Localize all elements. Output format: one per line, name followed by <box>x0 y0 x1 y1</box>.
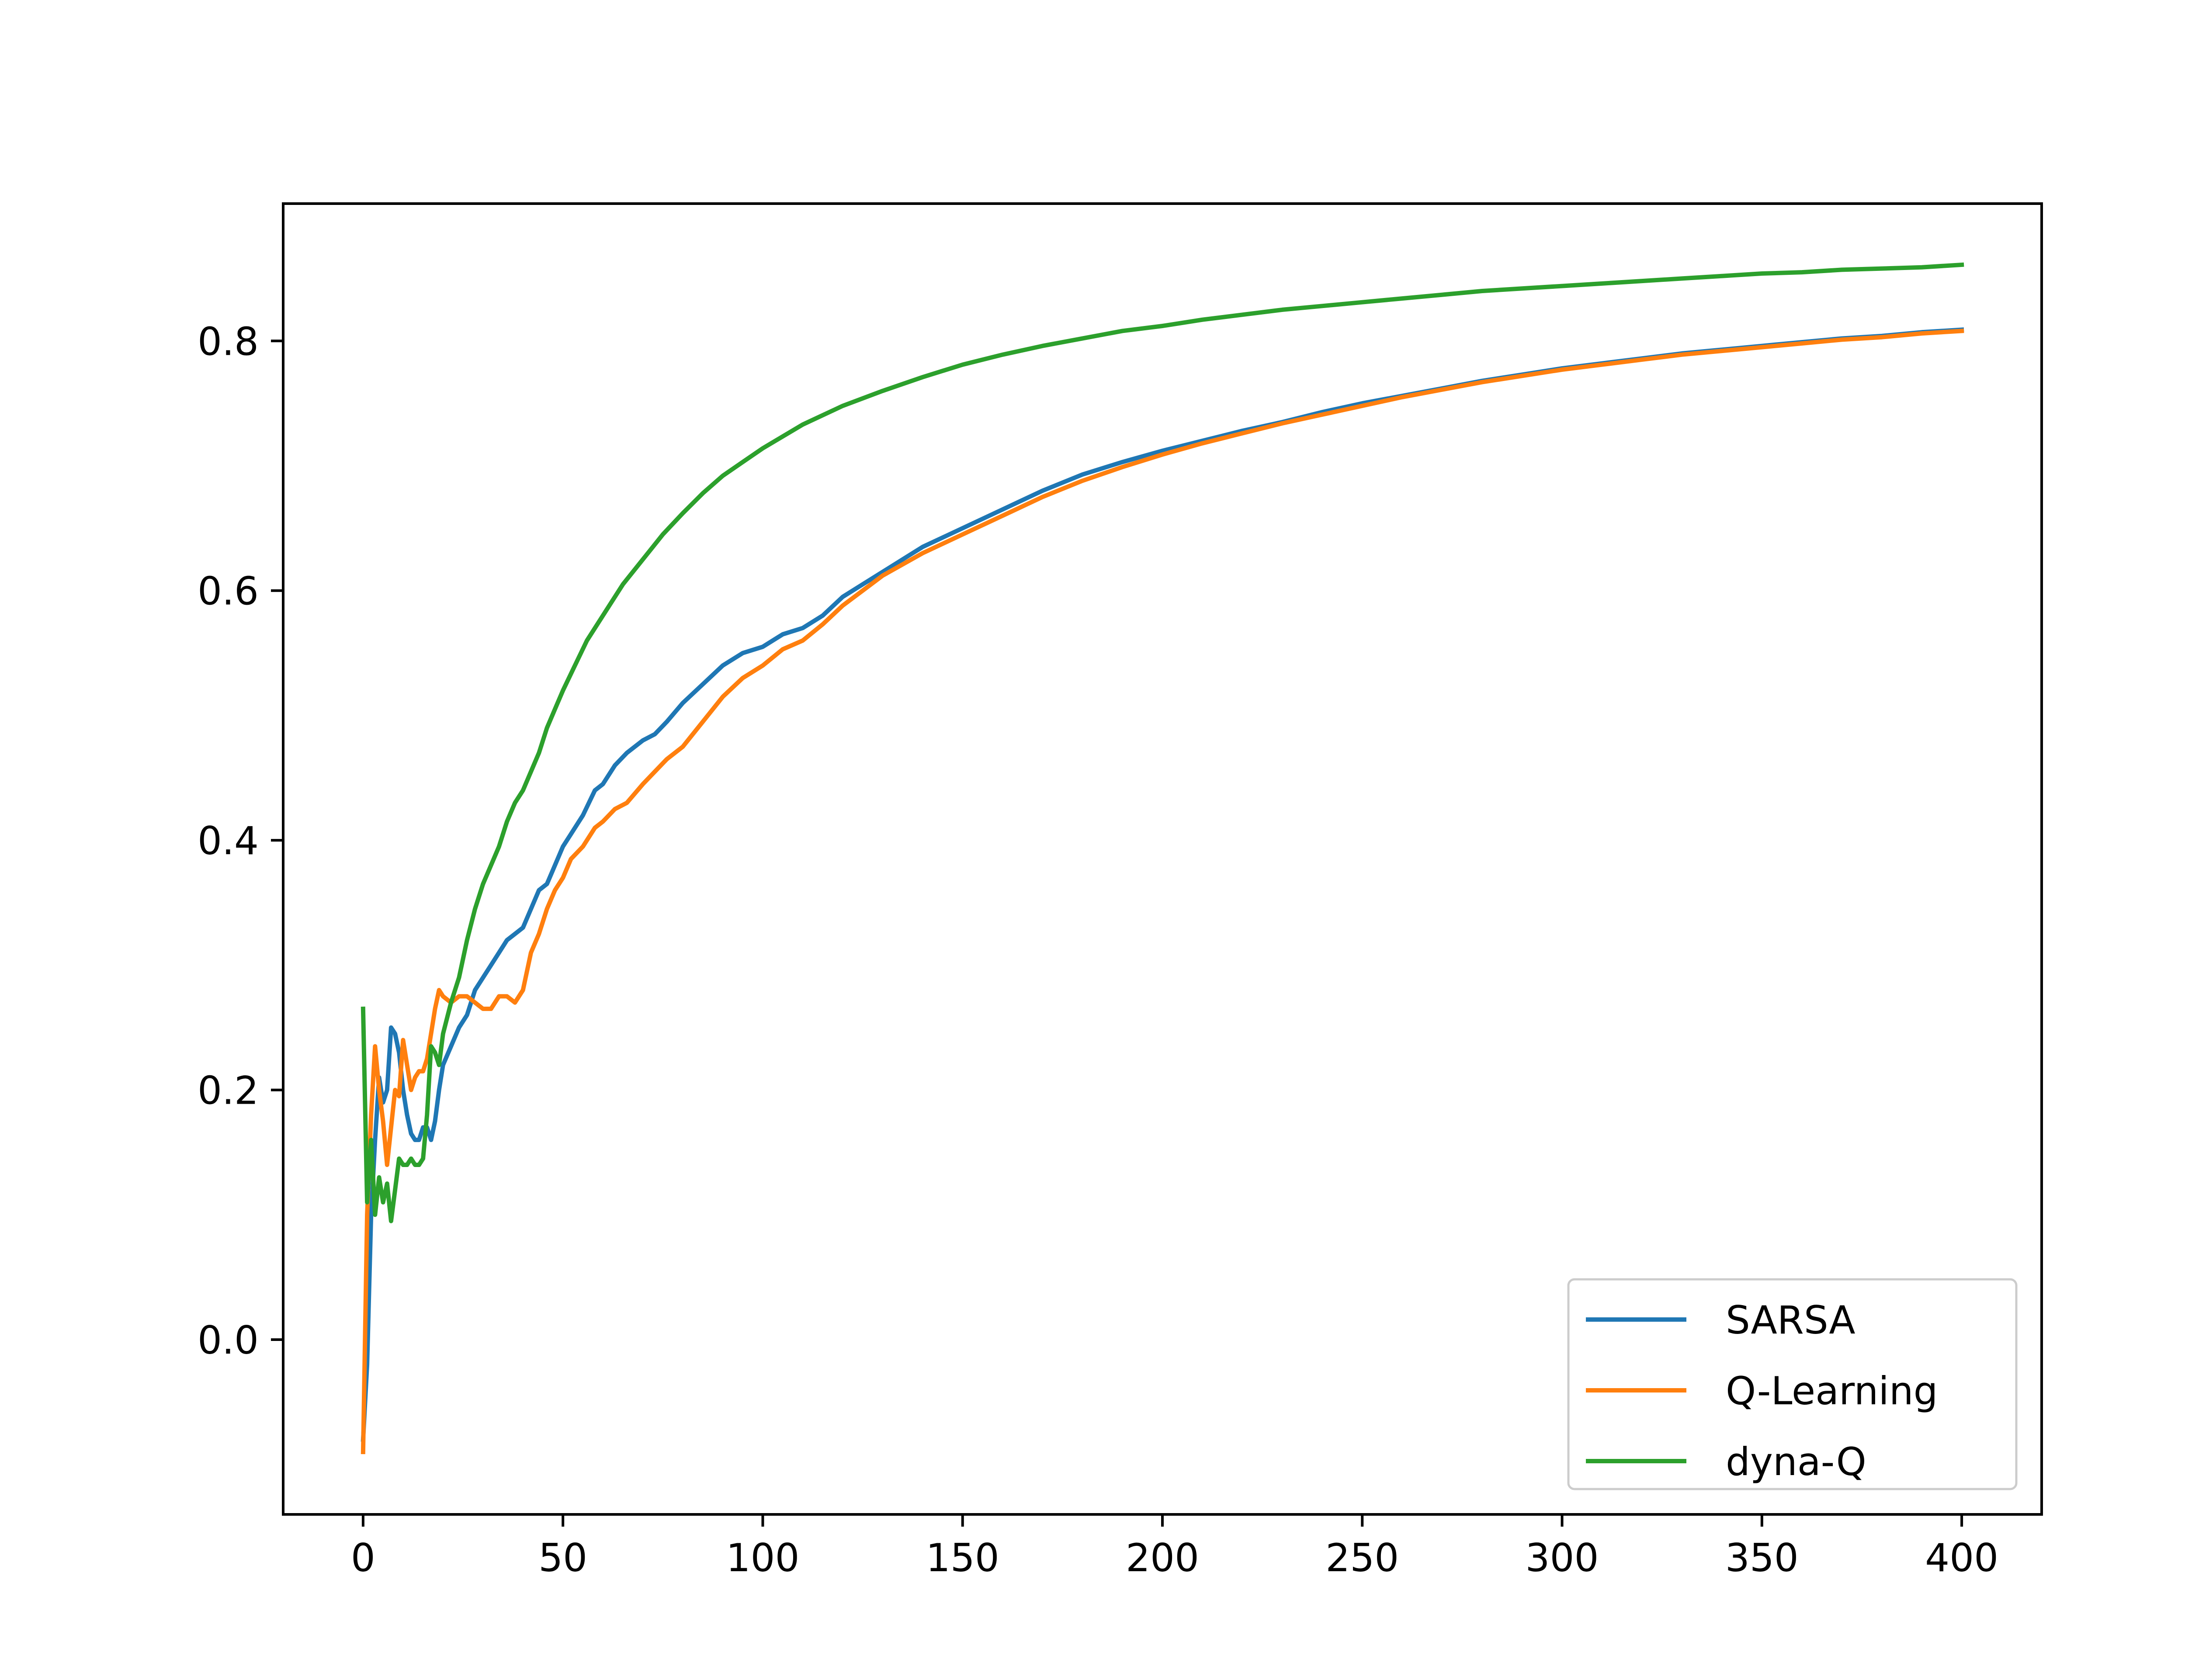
x-tick-label: 100 <box>726 1535 799 1580</box>
y-tick-label: 0.8 <box>198 319 259 364</box>
x-tick-label: 150 <box>926 1535 999 1580</box>
y-tick-label: 0.2 <box>198 1068 259 1113</box>
series-line-1 <box>361 329 1964 1455</box>
series-line-2 <box>361 262 1964 1223</box>
legend-label-1: Q-Learning <box>1726 1368 1938 1413</box>
legend: SARSA Q-Learning dyna-Q <box>1567 1278 2018 1490</box>
y-tick-label: 0.0 <box>198 1318 259 1363</box>
x-tick-label: 50 <box>538 1535 587 1580</box>
legend-label-0: SARSA <box>1726 1298 1856 1343</box>
y-tick-label: 0.6 <box>198 569 259 614</box>
x-tick-label: 0 <box>351 1535 375 1580</box>
x-tick-label: 200 <box>1126 1535 1199 1580</box>
x-tick-label: 300 <box>1526 1535 1599 1580</box>
legend-label-2: dyna-Q <box>1726 1439 1866 1484</box>
x-tick-label: 250 <box>1325 1535 1399 1580</box>
legend-box <box>1567 1278 2018 1490</box>
y-tick-label: 0.4 <box>198 818 259 863</box>
x-axis: 0 50 100 150 200 250 300 350 400 <box>351 1514 1998 1580</box>
y-axis: 0.0 0.2 0.4 0.6 0.8 <box>198 319 283 1363</box>
series-layer <box>361 262 1964 1455</box>
x-tick-label: 350 <box>1725 1535 1799 1580</box>
x-tick-label: 400 <box>1925 1535 1998 1580</box>
